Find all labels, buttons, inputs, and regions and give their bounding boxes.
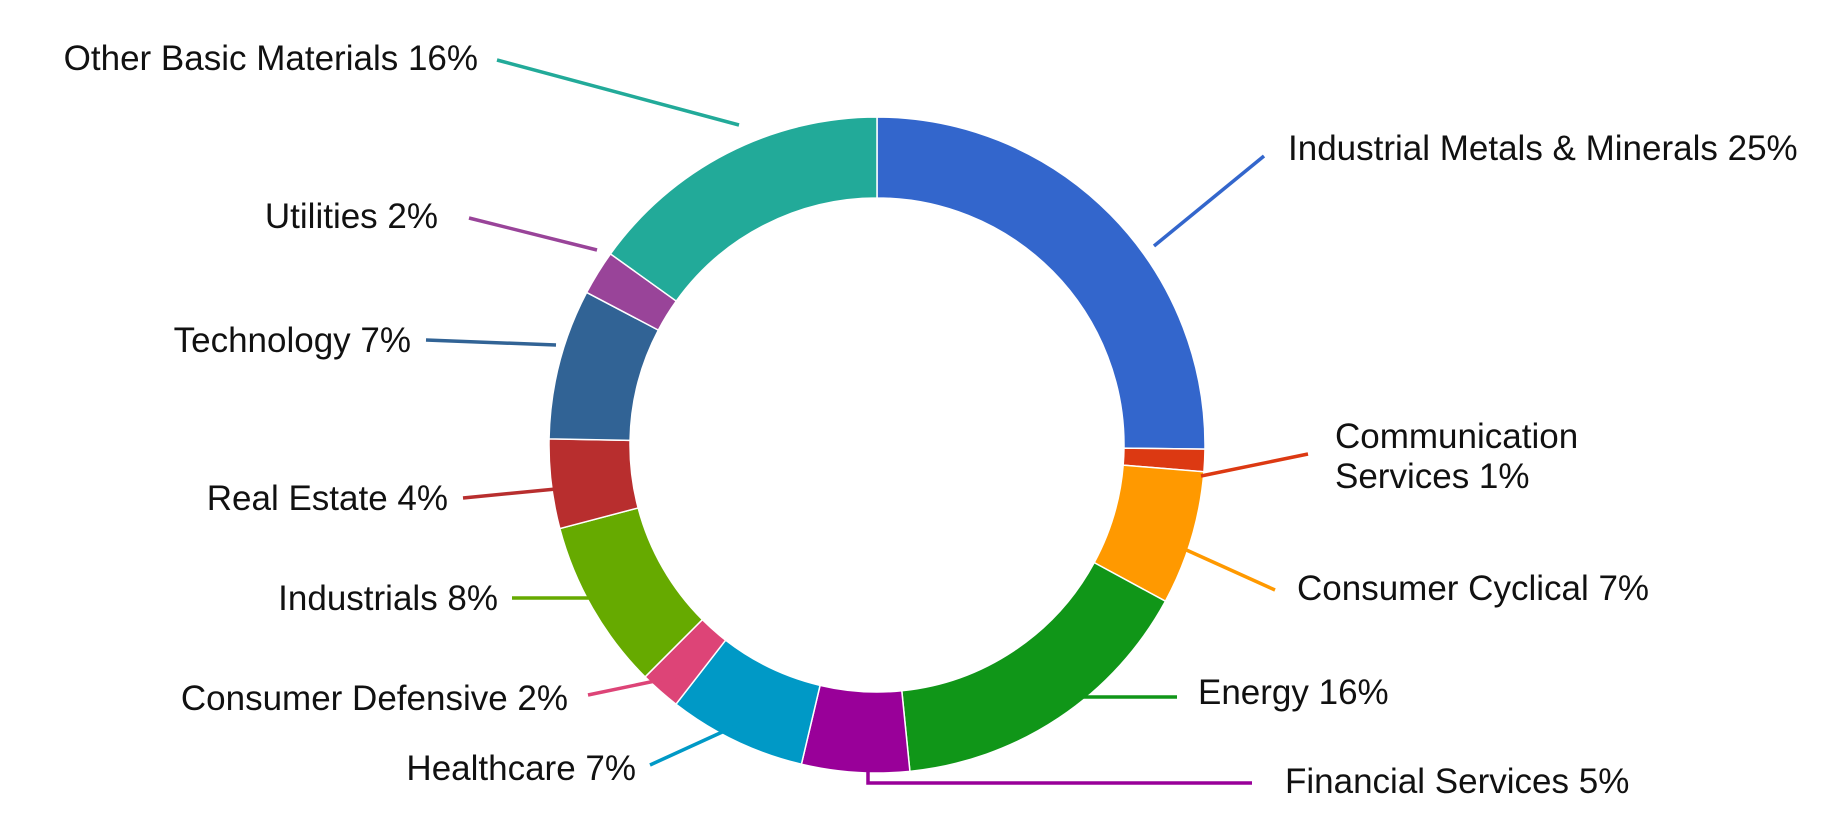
slice-label-healthcare: Healthcare 7% <box>406 749 636 788</box>
leader-line-other-basic-materials <box>496 58 740 127</box>
leader-line-financial-services <box>866 744 1252 785</box>
slice-other-basic-materials <box>609 116 878 303</box>
donut-slices <box>548 116 1206 774</box>
slice-label-consumer-defensive: Consumer Defensive 2% <box>181 679 568 718</box>
slice-label-energy: Energy 16% <box>1198 673 1389 712</box>
slice-label-other-basic-materials: Other Basic Materials 16% <box>64 39 478 78</box>
leader-line-consumer-defensive <box>587 674 680 697</box>
leader-line-technology <box>425 338 557 347</box>
slice-label-utilities: Utilities 2% <box>265 197 438 236</box>
slice-label-communication-services: Communication Services 1% <box>1335 417 1578 496</box>
slice-label-real-estate: Real Estate 4% <box>207 479 448 518</box>
slice-label-consumer-cyclical: Consumer Cyclical 7% <box>1297 569 1649 608</box>
leader-line-healthcare <box>649 721 743 767</box>
leader-line-consumer-cyclical <box>1181 546 1276 592</box>
slice-labels: Industrial Metals & Minerals 25% Communic… <box>64 39 1798 801</box>
leader-lines <box>425 58 1309 785</box>
slice-energy <box>900 561 1167 773</box>
slice-label-financial-services: Financial Services 5% <box>1285 762 1629 801</box>
leader-line-industrial-metals-minerals <box>1152 154 1266 248</box>
leader-line-utilities <box>468 216 598 252</box>
slice-label-industrials: Industrials 8% <box>278 579 498 618</box>
slice-industrial-metals-minerals <box>876 116 1206 450</box>
leader-line-real-estate <box>462 487 557 500</box>
slice-label-technology: Technology 7% <box>174 321 411 360</box>
slice-label-industrial-metals-minerals: Industrial Metals & Minerals 25% <box>1288 129 1798 168</box>
leader-line-communication-services <box>1200 452 1309 478</box>
